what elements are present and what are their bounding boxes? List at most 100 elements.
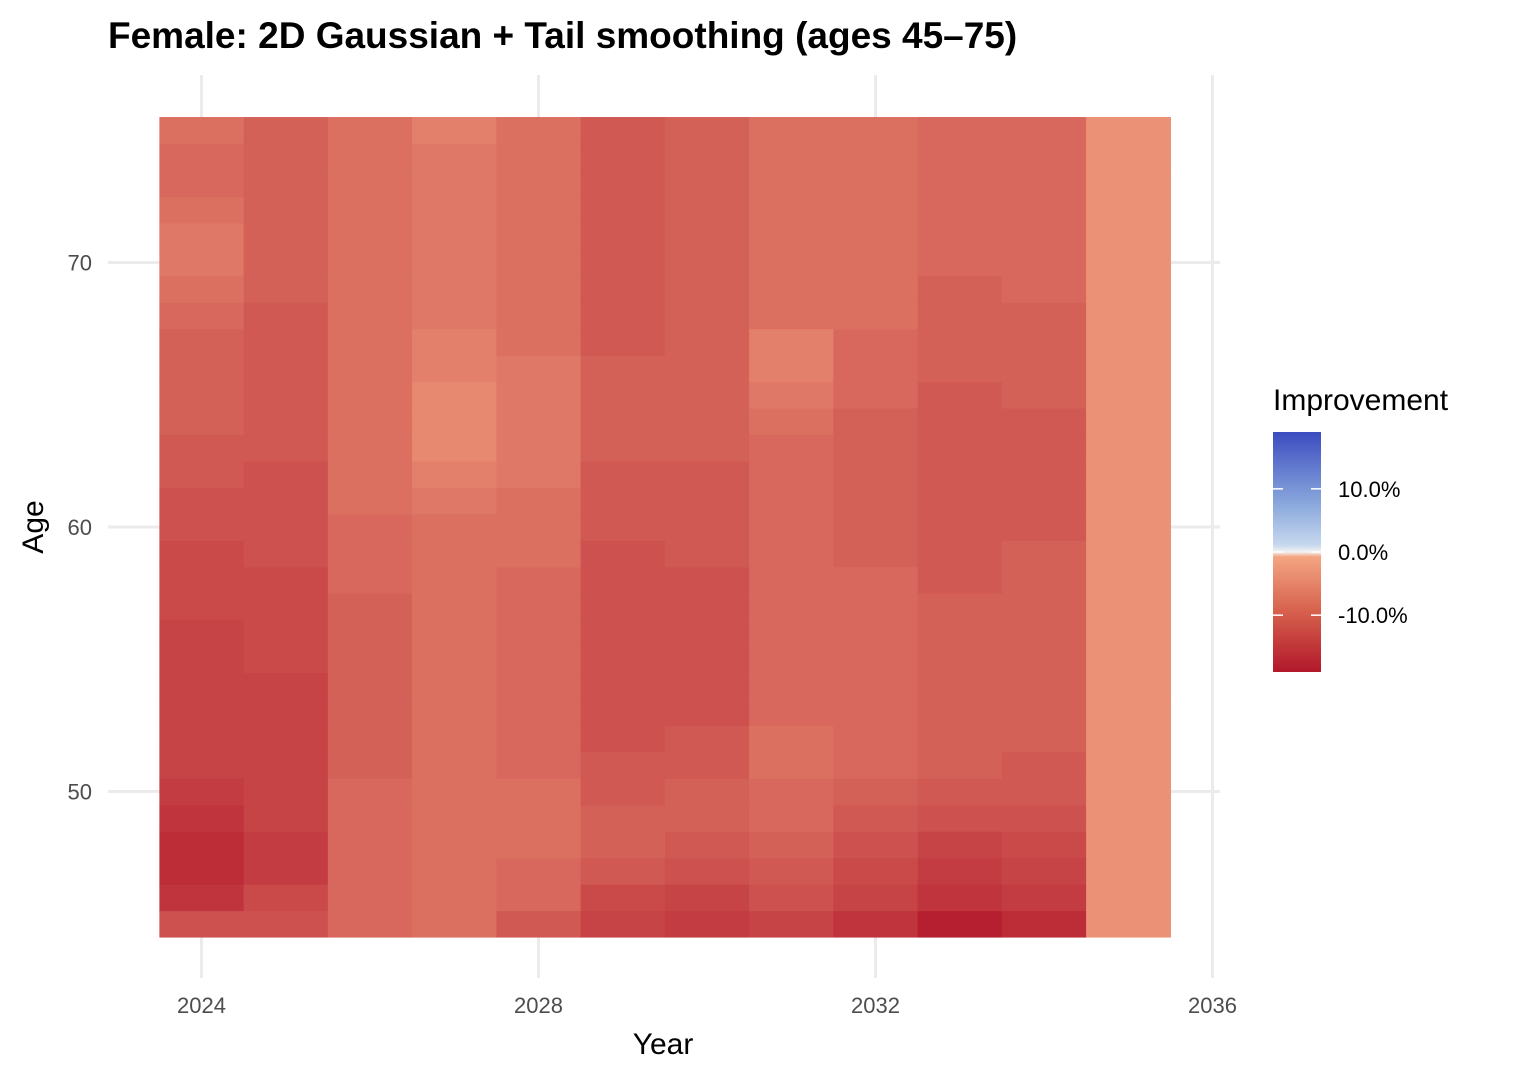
heatmap-cell (327, 566, 413, 594)
heatmap-cell (1001, 566, 1087, 594)
heatmap-cell (412, 196, 497, 224)
heatmap-cell (327, 857, 413, 885)
heatmap-cell (1001, 884, 1087, 912)
heatmap-cell (664, 646, 750, 674)
y-tick-label: 60 (68, 515, 92, 540)
heatmap-cell (833, 804, 919, 832)
heatmap-cell (1001, 857, 1087, 885)
heatmap-cell (1086, 540, 1171, 568)
heatmap-cell (412, 222, 497, 250)
heatmap-cell (749, 328, 834, 356)
heatmap-cell (917, 513, 1003, 541)
heatmap-cell (833, 566, 919, 594)
heatmap-cell (833, 328, 919, 356)
heatmap-cell (664, 593, 750, 621)
heatmap-cell (580, 646, 666, 674)
heatmap-cell (496, 460, 582, 488)
heatmap-cell (327, 698, 413, 726)
heatmap-cell (412, 751, 497, 779)
heatmap-cell (327, 169, 413, 197)
heatmap-cell (833, 460, 919, 488)
heatmap-cell (1001, 169, 1087, 197)
heatmap-cell (580, 778, 666, 806)
heatmap-cell (1086, 672, 1171, 700)
heatmap-cell (664, 857, 750, 885)
heatmap-cell (917, 804, 1003, 832)
heatmap-cell (412, 593, 497, 621)
heatmap-cell (1086, 434, 1171, 462)
heatmap-cell (917, 725, 1003, 753)
heatmap-cell (496, 196, 582, 224)
heatmap-cell (749, 460, 834, 488)
heatmap-cell (159, 249, 245, 277)
heatmap-cell (664, 222, 750, 250)
heatmap-cell (496, 778, 582, 806)
heatmap-cell (412, 831, 497, 859)
heatmap-cell (917, 355, 1003, 383)
heatmap-cell (327, 460, 413, 488)
heatmap-cell (412, 249, 497, 277)
x-tick-label: 2024 (177, 993, 226, 1018)
heatmap-cell (664, 804, 750, 832)
heatmap-cell (664, 487, 750, 515)
heatmap-cell (1001, 593, 1087, 621)
heatmap-cell (243, 169, 329, 197)
heatmap-cell (833, 117, 919, 145)
heatmap-cell (496, 566, 582, 594)
heatmap-cell (664, 143, 750, 171)
heatmap-cell (159, 804, 245, 832)
heatmap-cell (159, 540, 245, 568)
heatmap-cell (243, 593, 329, 621)
heatmap-cell (1001, 328, 1087, 356)
heatmap-cell (749, 143, 834, 171)
heatmap-cell (243, 619, 329, 647)
heatmap-cell (749, 169, 834, 197)
heatmap-cell (327, 751, 413, 779)
heatmap-cell (1001, 672, 1087, 700)
heatmap-cell (917, 143, 1003, 171)
heatmap-cell (580, 434, 666, 462)
chart-title: Female: 2D Gaussian + Tail smoothing (ag… (108, 15, 1017, 56)
heatmap-cell (159, 169, 245, 197)
heatmap-cell (412, 698, 497, 726)
heatmap-cell (580, 407, 666, 436)
legend: Improvement 10.0% 0.0% -10.0% (1273, 384, 1449, 672)
heatmap-cell (1086, 593, 1171, 621)
heatmap-cell (1086, 884, 1171, 912)
heatmap-cell (496, 619, 582, 647)
heatmap-cell (917, 328, 1003, 356)
heatmap-cell (749, 381, 834, 409)
y-axis-ticks: 50 60 70 (68, 251, 92, 805)
heatmap-cell (327, 540, 413, 568)
legend-title: Improvement (1273, 384, 1449, 417)
heatmap-cell (159, 434, 245, 462)
heatmap-cell (496, 117, 582, 145)
heatmap-cell (496, 804, 582, 832)
heatmap-cell (496, 698, 582, 726)
heatmap-cell (327, 328, 413, 356)
heatmap-cell (1001, 831, 1087, 859)
heatmap-cell (749, 672, 834, 700)
heatmap-cell (1086, 646, 1171, 674)
heatmap-cell (917, 778, 1003, 806)
heatmap-cell (580, 169, 666, 197)
heatmap-cell (243, 222, 329, 250)
heatmap-cell (1086, 302, 1171, 330)
heatmap-cell (833, 672, 919, 700)
heatmap-cell (749, 751, 834, 779)
heatmap-cell (664, 302, 750, 330)
heatmap-cell (917, 381, 1003, 409)
heatmap-cell (664, 751, 750, 779)
heatmap-cells (159, 117, 1171, 938)
heatmap-cell (749, 249, 834, 277)
heatmap-cell (833, 249, 919, 277)
heatmap-cell (412, 275, 497, 303)
heatmap-cell (1086, 566, 1171, 594)
heatmap-cell (1001, 222, 1087, 250)
heatmap-cell (496, 381, 582, 409)
heatmap-cell (412, 487, 497, 515)
heatmap-cell (580, 619, 666, 647)
heatmap-cell (664, 831, 750, 859)
heatmap-cell (833, 619, 919, 647)
heatmap-cell (1086, 117, 1171, 145)
